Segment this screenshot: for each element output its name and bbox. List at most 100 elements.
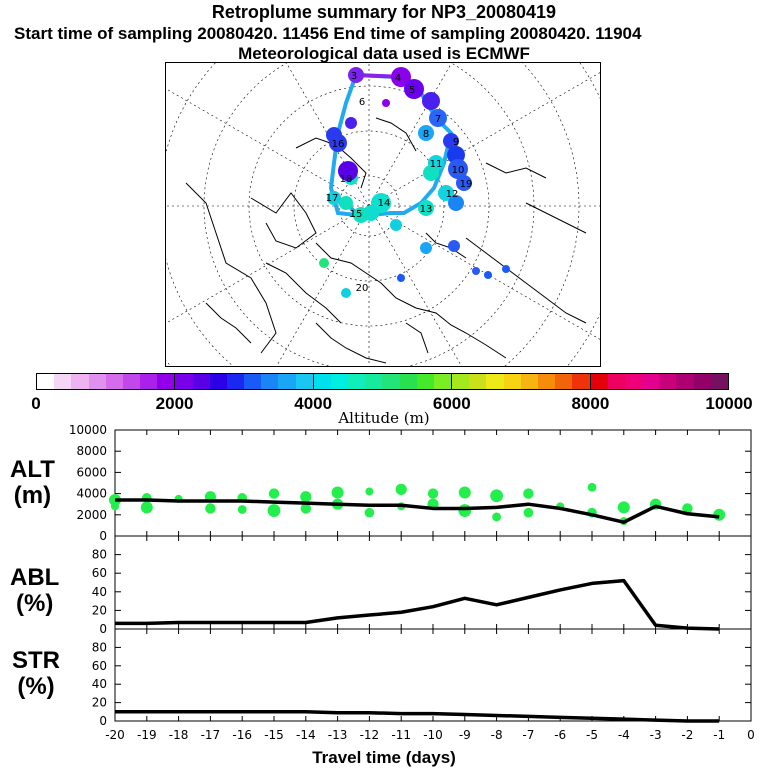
y-tick-label: 40 [92,677,107,691]
coastline-segment [315,322,387,364]
meridian-line [166,88,370,207]
colorbar-swatch [348,374,366,389]
altitude-scatter-point [395,483,407,495]
altitude-scatter-point [587,482,597,492]
coastlines [185,117,587,364]
altitude-scatter-point [140,501,153,514]
colorbar-swatch [105,374,123,389]
panel-frame [114,429,752,537]
colorbar-swatch [537,374,556,389]
x-tick-label: -8 [491,728,503,742]
y-tick-label: 40 [92,585,107,599]
colorbar-swatch [157,374,176,389]
colorbar-axis-label: Altitude (m) [338,409,430,427]
x-tick-label: -7 [522,728,534,742]
colorbar-swatch [590,374,608,389]
altitude-scatter-point [523,488,534,499]
x-tick-label: -20 [105,728,125,742]
colorbar-swatch [607,374,625,389]
sampling-times: Start time of sampling 20080420. 11456 E… [14,24,642,43]
x-axis-label: Travel time (days) [312,748,456,767]
y-tick-label: 20 [92,603,107,617]
colorbar-swatch [486,374,504,389]
abl-panel-label: ABL (%) [10,565,59,617]
x-tick-label: -4 [618,728,630,742]
x-tick-label: -12 [360,728,380,742]
panel-frame [114,535,752,630]
alt-panel: 0 2000 4000 6000 8000 10000 [69,423,752,543]
colorbar-swatch [192,374,210,389]
altitude-scatter-point [111,502,119,511]
cluster-day-label: 6 [359,97,365,108]
colorbar-swatch [572,374,591,389]
cluster-day-label: 11 [430,159,443,170]
y-tick-label: 2000 [76,508,107,522]
altitude-scatter-point [364,507,375,518]
colorbar-swatch [416,374,434,389]
colorbar-swatch [624,374,643,389]
abl-panel: 0 20 40 60 80 [92,535,752,636]
colorbar-swatch [140,374,158,389]
trajectory-cluster-dot [443,133,459,149]
cluster-day-label: 14 [378,198,391,209]
colorbar-tick-label: 8000 [571,394,610,413]
trajectory-cluster-dot [327,191,341,205]
x-tick-label: -15 [264,728,284,742]
y-tick-label: 60 [92,566,107,580]
x-tick-label: 0 [747,728,755,742]
x-tick-label: -17 [201,728,221,742]
x-tick-label: -3 [650,728,662,742]
colorbar-swatch [209,374,227,389]
cluster-day-label: 9 [453,137,459,148]
colorbar-swatch [54,374,72,389]
cluster-day-label: 4 [395,73,401,84]
colorbar-tick-label: 0 [31,394,41,413]
altitude-scatter-point [268,488,280,499]
altitude-scatter-point [237,505,247,514]
colorbar-swatch [693,374,711,389]
cluster-day-label: 17 [326,193,339,204]
alt-series-line [115,498,720,524]
meridian-line [166,205,370,324]
colorbar-swatch [313,374,331,389]
altitude-scatter-point [365,487,374,496]
colorbar-swatch [365,374,383,389]
str-label-top: STR [12,647,60,674]
y-tick-label: 60 [92,659,107,673]
trajectory-cluster-dot [418,125,434,141]
x-tick-label: -10 [423,728,443,742]
x-tick-label: -18 [169,728,189,742]
cluster-day-label: 18 [340,174,353,185]
colorbar-swatch [469,374,487,389]
colorbar-swatch [261,374,279,389]
coastline-segment [415,307,507,359]
cluster-day-label: 3 [351,71,357,82]
trajectory-cluster-dot [319,258,329,268]
coastline-segment [465,237,587,324]
polar-trajectory-map: 3 4 5 6 7 8 9 10 11 12 13 14 15 16 17 18 19 20 [165,62,601,367]
coastline-segment [315,242,417,309]
trajectory-cluster-dot [418,200,434,216]
colorbar-swatch [642,374,660,389]
cluster-day-label: 20 [356,283,369,294]
x-tick-label: -11 [391,728,411,742]
abl-label-unit: (%) [16,590,54,617]
altitude-scatter-point [617,501,630,514]
alt-label-unit: (m) [13,482,52,509]
coastline-segment [485,162,547,179]
trajectory-cluster-dot [429,109,447,127]
cluster-day-label: 8 [423,129,429,140]
trajectory-cluster-dot [456,175,472,191]
altitude-scatter-point [205,503,216,514]
trajectory-cluster-dot [484,271,492,279]
abl-series-line [115,578,720,631]
colorbar-swatch [330,374,349,389]
abl-label-top: ABL [10,564,60,591]
cluster-day-label: 10 [452,165,465,176]
coastline-segment [265,262,342,324]
y-tick-label: 80 [92,548,107,562]
colorbar-swatch [37,374,55,389]
colorbar-swatch [382,374,400,389]
trajectory-cluster-dot [420,242,432,254]
str-series-line [115,710,720,723]
